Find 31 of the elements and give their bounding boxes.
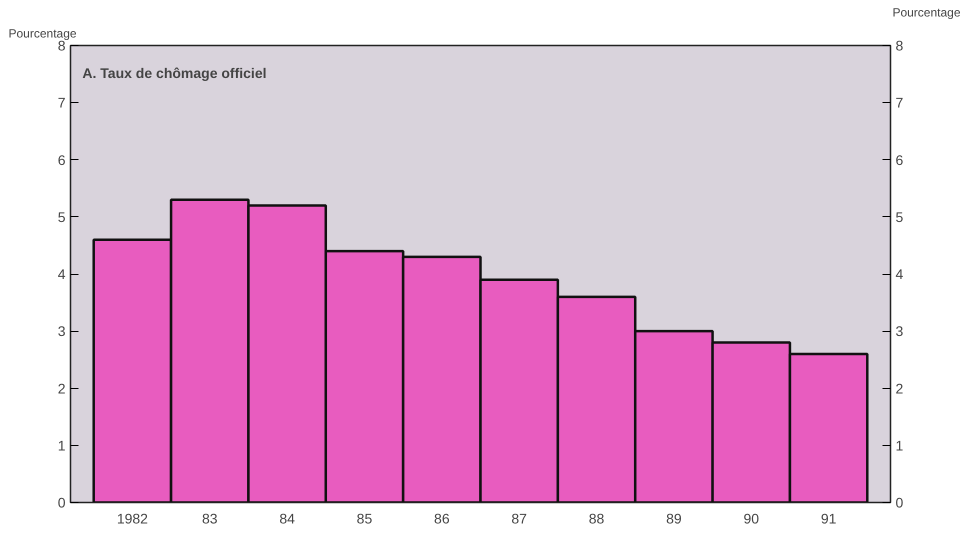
x-tick-label: 86 xyxy=(434,510,450,526)
y-tick-label: 6 xyxy=(58,152,66,168)
y2-tick-label: 4 xyxy=(896,266,904,282)
x-tick-label: 89 xyxy=(666,510,682,526)
x-tick-label: 85 xyxy=(356,510,372,526)
y-tick-label: 2 xyxy=(58,380,66,396)
y2-tick-label: 3 xyxy=(896,323,904,340)
y2-tick-label: 5 xyxy=(896,208,904,225)
x-tick-label: 88 xyxy=(588,510,605,526)
y2-tick-label: 8 xyxy=(896,38,904,54)
x-tick-label: 91 xyxy=(820,510,837,526)
y2-tick-label: 6 xyxy=(896,152,904,168)
y2-tick-label: 1 xyxy=(896,437,904,454)
y2-tick-label: 7 xyxy=(896,94,904,111)
y2-axis-title: Pourcentage xyxy=(892,6,961,20)
y2-tick-label: 2 xyxy=(896,380,904,396)
y-tick-label: 4 xyxy=(58,266,66,282)
y-tick-label: 3 xyxy=(58,323,66,340)
y-tick-label: 5 xyxy=(58,208,66,225)
x-tick-label: 87 xyxy=(511,510,528,526)
x-tick-label: 1982 xyxy=(116,510,148,526)
y-tick-label: 7 xyxy=(58,94,66,111)
y-axis-title: Pourcentage xyxy=(8,26,77,40)
x-tick-label: 90 xyxy=(743,510,760,526)
y2-tick-label: 0 xyxy=(896,494,904,510)
y-tick-label: 8 xyxy=(58,38,66,54)
text: A. Taux de chômage officiel xyxy=(82,64,267,81)
x-tick-label: 84 xyxy=(279,510,296,526)
y-tick-label: 1 xyxy=(58,437,66,454)
x-tick-label: 83 xyxy=(202,510,218,526)
y-tick-label: 0 xyxy=(58,494,66,510)
